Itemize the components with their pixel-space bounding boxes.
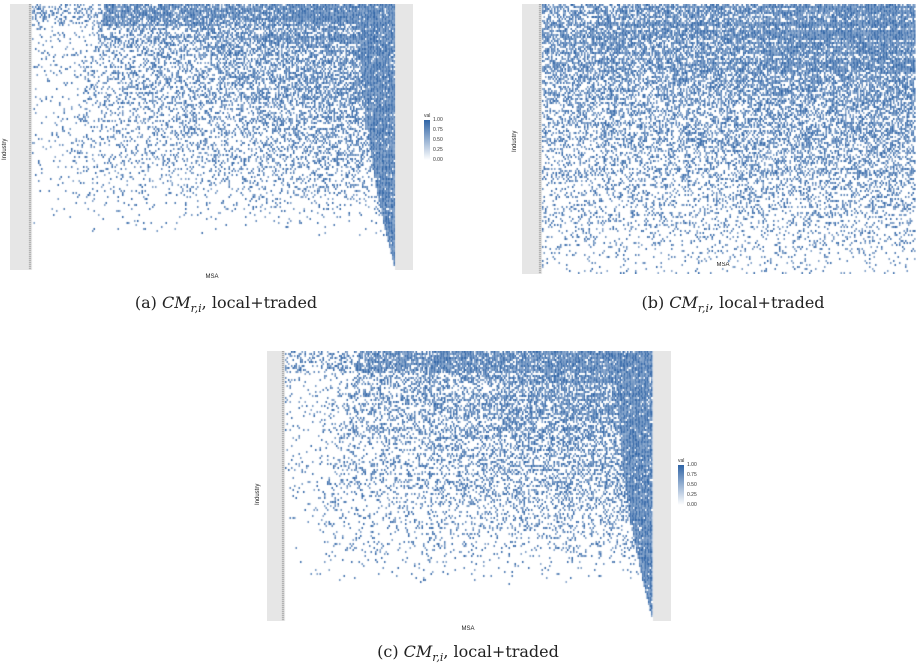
caption-b-text: , local+traded bbox=[709, 293, 825, 312]
caption-c-math: CM bbox=[403, 642, 433, 661]
heatmap-c bbox=[267, 351, 671, 621]
caption-b-math: CM bbox=[669, 293, 698, 312]
caption-c-text: , local+traded bbox=[443, 642, 559, 661]
legend-tick-a-0: 1.00 bbox=[433, 117, 443, 123]
legend-a: val 1.00 0.75 0.50 0.25 0.00 bbox=[424, 113, 448, 165]
caption-a-math: CM bbox=[161, 293, 191, 312]
caption-b: (b) CMr,i, local+traded bbox=[641, 293, 824, 315]
panel-a: Industry MSA val 1.00 0.75 0.50 0.25 0.0… bbox=[0, 0, 450, 290]
legend-tick-a-3: 0.25 bbox=[433, 147, 443, 153]
caption-c: (c) CMr,i, local+traded bbox=[377, 642, 559, 664]
legend-tick-c-0: 1.00 bbox=[687, 462, 697, 468]
legend-title-a: val bbox=[424, 113, 431, 119]
panel-c: Industry MSA val 1.00 0.75 0.50 0.25 0.0… bbox=[250, 345, 700, 635]
legend-c: val 1.00 0.75 0.50 0.25 0.00 bbox=[678, 458, 702, 510]
heatmap-b bbox=[522, 4, 916, 274]
caption-a-sub: r,i bbox=[190, 302, 202, 316]
caption-b-label: (b) bbox=[641, 293, 665, 312]
x-axis-label-b: MSA bbox=[716, 262, 730, 268]
legend-tick-a-1: 0.75 bbox=[433, 127, 443, 133]
caption-c-label: (c) bbox=[377, 642, 399, 661]
y-axis-label-a: Industry bbox=[2, 138, 8, 160]
legend-tick-a-4: 0.00 bbox=[433, 157, 443, 163]
caption-a-text: , local+traded bbox=[201, 293, 318, 312]
legend-tick-a-2: 0.50 bbox=[433, 137, 443, 143]
legend-tick-c-2: 0.50 bbox=[687, 482, 697, 488]
caption-c-sub: r,i bbox=[432, 651, 444, 665]
legend-colorbar-c bbox=[678, 465, 684, 505]
panel-b: Industry MSA bbox=[508, 0, 918, 290]
legend-tick-c-3: 0.25 bbox=[687, 492, 697, 498]
legend-title-c: val bbox=[678, 458, 685, 464]
y-axis-label-b: Industry bbox=[512, 130, 518, 152]
y-axis-label-c: Industry bbox=[255, 483, 261, 505]
caption-b-sub: r,i bbox=[697, 302, 710, 316]
x-axis-label-a: MSA bbox=[205, 274, 219, 280]
x-axis-label-c: MSA bbox=[461, 626, 475, 632]
heatmap-a bbox=[10, 4, 413, 270]
legend-tick-c-4: 0.00 bbox=[687, 502, 697, 508]
caption-a: (a) CMr,i, local+traded bbox=[135, 293, 317, 315]
legend-tick-c-1: 0.75 bbox=[687, 472, 697, 478]
caption-a-label: (a) bbox=[134, 293, 157, 312]
legend-colorbar-a bbox=[424, 120, 430, 160]
